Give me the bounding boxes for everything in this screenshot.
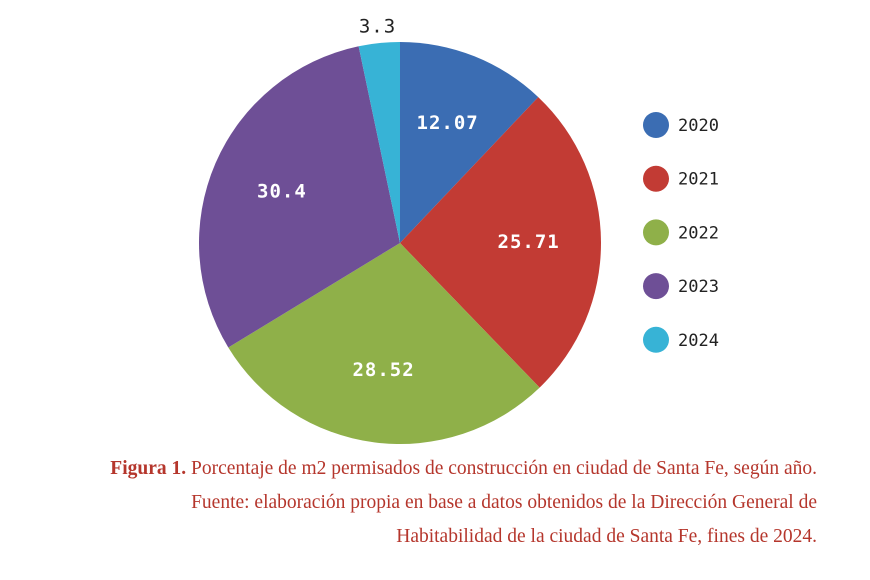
legend-marker (643, 165, 669, 192)
legend-label: 2020 (678, 116, 719, 136)
legend-marker (643, 273, 669, 300)
pie-slice (400, 42, 539, 243)
caption-text: Porcentaje de m2 permisados de construcc… (191, 458, 817, 547)
data-label: 12.07 (417, 112, 479, 134)
pie-slice (198, 46, 400, 348)
pie-slice (228, 243, 540, 444)
data-label: 28.52 (352, 359, 414, 381)
chart: 12.07 25.71 28.52 30.4 3.3 2020 2021 2022 2023 20… (198, 16, 719, 444)
caption-label: Figura 1. (110, 458, 187, 479)
data-label: 25.71 (498, 231, 560, 253)
caption: Figura 1. Porcentaje de m2 permisados de… (100, 452, 817, 554)
pie-slice (400, 97, 601, 388)
legend-label: 2022 (678, 223, 719, 243)
legend-label: 2021 (678, 170, 719, 190)
pie-slice (358, 42, 400, 243)
legend-marker (643, 326, 669, 353)
data-label: 30.4 (257, 180, 307, 202)
legend-marker (643, 112, 669, 138)
legend-label: 2023 (678, 277, 719, 297)
legend-marker (643, 219, 669, 246)
legend-label: 2024 (678, 331, 719, 351)
data-label: 3.3 (359, 16, 396, 38)
